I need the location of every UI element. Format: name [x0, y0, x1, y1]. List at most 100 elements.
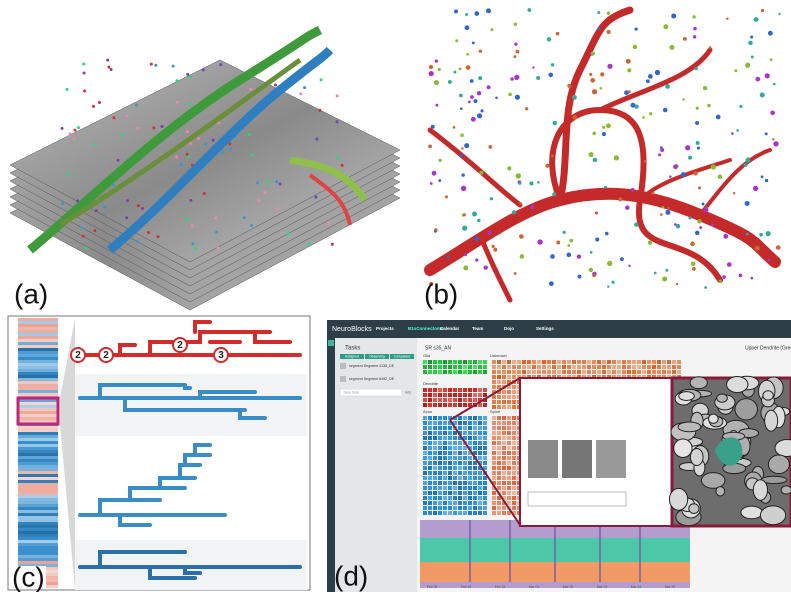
segment-cell[interactable]: [502, 421, 506, 425]
segment-cell[interactable]: [512, 491, 516, 495]
segment-cell[interactable]: [557, 370, 561, 374]
segment-cell[interactable]: [438, 476, 442, 480]
segment-cell[interactable]: [512, 501, 516, 505]
segment-cell[interactable]: [423, 476, 427, 480]
segment-cell[interactable]: [497, 461, 501, 465]
segment-cell[interactable]: [448, 461, 452, 465]
segment-cell[interactable]: [443, 421, 447, 425]
segment-cell[interactable]: [577, 360, 581, 364]
segment-cell[interactable]: [478, 388, 482, 392]
segment-cell[interactable]: [463, 416, 467, 420]
segment-cell[interactable]: [662, 360, 666, 364]
segment-cell[interactable]: [542, 370, 546, 374]
segment-cell[interactable]: [443, 426, 447, 430]
segment-cell[interactable]: [448, 456, 452, 460]
segment-cell[interactable]: [453, 388, 457, 392]
segment-cell[interactable]: [473, 388, 477, 392]
segment-cell[interactable]: [497, 431, 501, 435]
segment-cell[interactable]: [438, 403, 442, 407]
segment-cell[interactable]: [428, 466, 432, 470]
segment-cell[interactable]: [483, 403, 487, 407]
segment-cell[interactable]: [497, 375, 501, 379]
segment-cell[interactable]: [502, 441, 506, 445]
segment-cell[interactable]: [483, 451, 487, 455]
segment-cell[interactable]: [433, 506, 437, 510]
segment-cell[interactable]: [677, 370, 681, 374]
segment-cell[interactable]: [478, 501, 482, 505]
segment-cell[interactable]: [443, 436, 447, 440]
segment-cell[interactable]: [667, 360, 671, 364]
segment-cell[interactable]: [453, 436, 457, 440]
segment-cell[interactable]: [428, 456, 432, 460]
segment-cell[interactable]: [428, 431, 432, 435]
segment-cell[interactable]: [492, 501, 496, 505]
segment-cell[interactable]: [497, 421, 501, 425]
comment-box[interactable]: [528, 492, 626, 506]
segment-cell[interactable]: [428, 426, 432, 430]
segment-cell[interactable]: [552, 370, 556, 374]
segment-cell[interactable]: [463, 421, 467, 425]
segment-cell[interactable]: [473, 496, 477, 500]
segment-cell[interactable]: [463, 360, 467, 364]
segment-cell[interactable]: [433, 393, 437, 397]
segment-cell[interactable]: [602, 360, 606, 364]
segment-cell[interactable]: [443, 388, 447, 392]
segment-cell[interactable]: [502, 446, 506, 450]
segment-cell[interactable]: [587, 365, 591, 369]
segment-cell[interactable]: [428, 388, 432, 392]
segment-cell[interactable]: [458, 441, 462, 445]
segment-cell[interactable]: [512, 476, 516, 480]
segment-cell[interactable]: [423, 486, 427, 490]
segment-cell[interactable]: [512, 385, 516, 389]
segment-cell[interactable]: [468, 486, 472, 490]
segment-cell[interactable]: [428, 481, 432, 485]
segment-cell[interactable]: [637, 360, 641, 364]
segment-cell[interactable]: [443, 496, 447, 500]
segment-cell[interactable]: [497, 395, 501, 399]
segment-cell[interactable]: [448, 486, 452, 490]
segment-cell[interactable]: [632, 370, 636, 374]
segment-cell[interactable]: [502, 451, 506, 455]
segment-cell[interactable]: [483, 436, 487, 440]
segment-cell[interactable]: [428, 476, 432, 480]
nav-item[interactable]: B1xConnectome: [408, 326, 444, 331]
segment-cell[interactable]: [602, 365, 606, 369]
segment-cell[interactable]: [502, 431, 506, 435]
segment-cell[interactable]: [492, 466, 496, 470]
segment-cell[interactable]: [617, 365, 621, 369]
segment-cell[interactable]: [458, 456, 462, 460]
segment-cell[interactable]: [512, 360, 516, 364]
segment-cell[interactable]: [443, 451, 447, 455]
segment-cell[interactable]: [438, 436, 442, 440]
segment-cell[interactable]: [463, 476, 467, 480]
segment-cell[interactable]: [463, 403, 467, 407]
segment-cell[interactable]: [428, 506, 432, 510]
segment-cell[interactable]: [532, 360, 536, 364]
segment-cell[interactable]: [478, 421, 482, 425]
segment-cell[interactable]: [443, 365, 447, 369]
segment-cell[interactable]: [438, 360, 442, 364]
nav-item[interactable]: Calendar: [440, 326, 460, 331]
segment-cell[interactable]: [502, 400, 506, 404]
segment-cell[interactable]: [428, 421, 432, 425]
segment-cell[interactable]: [602, 370, 606, 374]
segment-cell[interactable]: [492, 360, 496, 364]
segment-cell[interactable]: [428, 370, 432, 374]
segment-cell[interactable]: [428, 511, 432, 515]
segment-cell[interactable]: [428, 441, 432, 445]
segment-cell[interactable]: [423, 461, 427, 465]
segment-cell[interactable]: [438, 471, 442, 475]
segment-cell[interactable]: [497, 466, 501, 470]
segment-cell[interactable]: [478, 506, 482, 510]
segment-cell[interactable]: [483, 388, 487, 392]
segment-cell[interactable]: [428, 491, 432, 495]
segment-cell[interactable]: [662, 365, 666, 369]
segment-cell[interactable]: [438, 461, 442, 465]
segment-cell[interactable]: [423, 370, 427, 374]
segment-cell[interactable]: [497, 400, 501, 404]
segment-cell[interactable]: [473, 436, 477, 440]
segment-cell[interactable]: [587, 360, 591, 364]
segment-cell[interactable]: [433, 446, 437, 450]
segment-cell[interactable]: [448, 403, 452, 407]
segment-cell[interactable]: [507, 466, 511, 470]
